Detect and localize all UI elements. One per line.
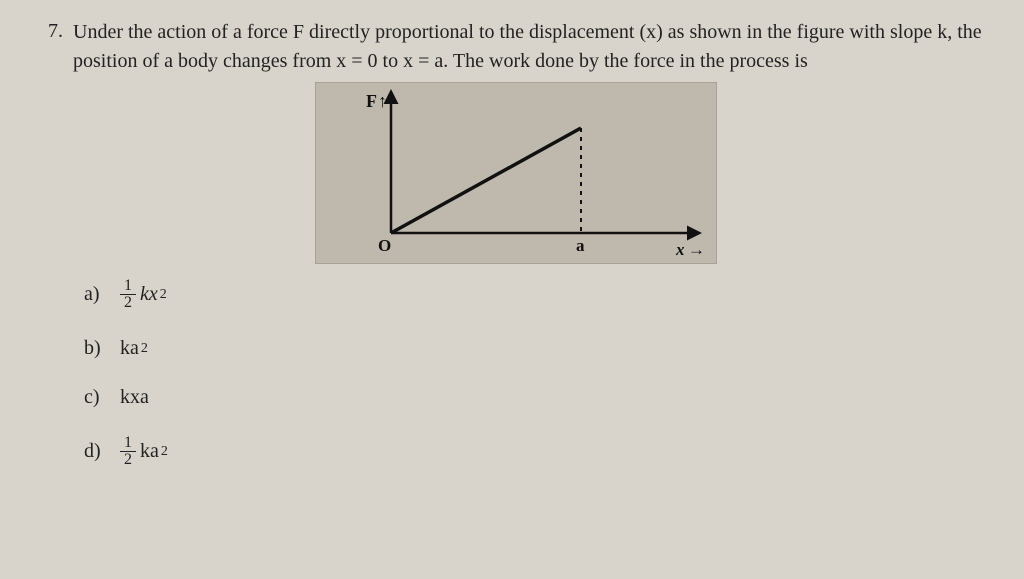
label-x: x <box>675 240 685 259</box>
option-d-expr: 1 2 ka2 <box>120 435 168 468</box>
option-b: b) ka2 <box>84 337 984 360</box>
label-O: O <box>378 236 391 255</box>
page: 7. Under the action of a force F directl… <box>0 0 1024 468</box>
arrow-up-icon: ↑ <box>378 91 387 111</box>
arrow-right-icon: → <box>688 240 705 259</box>
question-text: Under the action of a force F directly p… <box>73 18 984 76</box>
option-d-sup: 2 <box>161 444 168 460</box>
option-d-label: d) <box>84 440 106 463</box>
option-d: d) 1 2 ka2 <box>84 435 984 468</box>
fraction-icon: 1 2 <box>120 435 136 468</box>
fraction-icon: 1 2 <box>120 278 136 311</box>
options-list: a) 1 2 kx2 b) ka2 c) kxa d) <box>84 278 984 468</box>
option-a-label: a) <box>84 283 106 306</box>
frac-den: 2 <box>120 452 136 468</box>
question-row: 7. Under the action of a force F directl… <box>48 18 984 76</box>
option-c-body: kxa <box>120 386 149 409</box>
frac-num: 1 <box>120 435 136 452</box>
frac-den: 2 <box>120 295 136 311</box>
figure: F ↑ O a x → <box>315 82 717 264</box>
option-c-label: c) <box>84 386 106 409</box>
option-c: c) kxa <box>84 386 984 409</box>
option-b-expr: ka2 <box>120 337 148 360</box>
option-d-body: ka <box>140 440 159 463</box>
option-a-body: kx <box>140 283 158 306</box>
figure-svg: F ↑ O a x → <box>316 83 716 263</box>
option-a-sup: 2 <box>160 287 167 303</box>
option-a-expr: 1 2 kx2 <box>120 278 167 311</box>
option-b-sup: 2 <box>141 341 148 357</box>
plot-line <box>391 128 581 233</box>
option-b-body: ka <box>120 337 139 360</box>
option-b-label: b) <box>84 337 106 360</box>
option-c-expr: kxa <box>120 386 149 409</box>
label-a: a <box>576 236 585 255</box>
label-F: F <box>366 91 377 111</box>
question-number: 7. <box>48 18 63 43</box>
option-a: a) 1 2 kx2 <box>84 278 984 311</box>
frac-num: 1 <box>120 278 136 295</box>
figure-wrapper: F ↑ O a x → <box>48 82 984 264</box>
